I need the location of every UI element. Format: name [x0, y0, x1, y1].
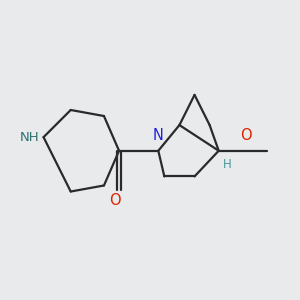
- Text: O: O: [109, 193, 120, 208]
- Text: NH: NH: [20, 131, 39, 144]
- Text: N: N: [153, 128, 164, 143]
- Text: O: O: [240, 128, 252, 143]
- Text: H: H: [223, 158, 232, 171]
